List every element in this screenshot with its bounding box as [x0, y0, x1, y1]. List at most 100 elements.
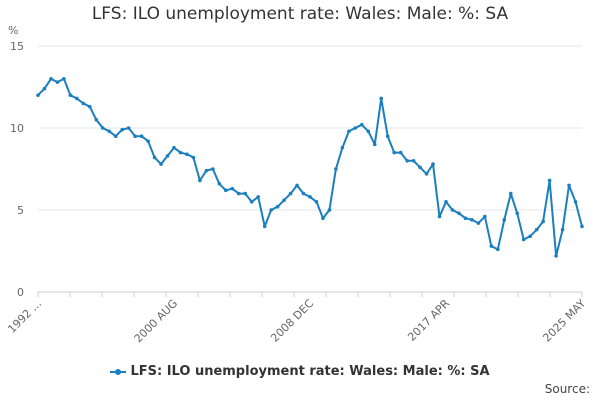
data-point: [437, 214, 442, 219]
data-point: [172, 145, 176, 150]
data-point: [288, 191, 293, 196]
data-point: [476, 221, 481, 225]
series-layer: [36, 77, 584, 258]
y-tick-label: 10: [10, 122, 24, 135]
y-tick-label: 15: [10, 40, 24, 53]
data-point: [541, 219, 545, 224]
data-point: [113, 134, 118, 138]
data-point: [133, 134, 137, 138]
data-point: [165, 154, 170, 158]
data-point: [81, 101, 86, 106]
data-point: [159, 162, 163, 166]
data-point: [496, 247, 500, 252]
data-point: [457, 211, 461, 216]
data-point: [94, 118, 99, 122]
data-point: [340, 145, 345, 150]
data-point: [185, 152, 189, 157]
data-point: [327, 208, 332, 212]
y-tick-label: 0: [17, 286, 24, 299]
data-point: [398, 150, 403, 155]
data-point: [68, 93, 73, 97]
data-point: [314, 200, 319, 204]
data-point: [55, 80, 60, 84]
data-point: [230, 186, 235, 191]
data-point: [515, 211, 520, 216]
data-point: [573, 200, 578, 204]
data-point: [347, 129, 351, 134]
data-point: [334, 167, 338, 171]
data-point: [418, 165, 422, 170]
data-point: [236, 191, 241, 196]
data-point: [379, 96, 384, 101]
data-point: [385, 134, 390, 138]
data-point: [424, 172, 429, 176]
data-point: [508, 191, 513, 196]
x-tick-label: 1992 ...: [5, 297, 44, 336]
legend[interactable]: LFS: ILO unemployment rate: Wales: Male:…: [0, 364, 600, 379]
data-point: [321, 216, 325, 220]
data-point: [243, 191, 248, 196]
series-line: [37, 77, 583, 257]
data-point: [126, 126, 131, 130]
data-point: [100, 126, 105, 130]
legend-swatch: [110, 368, 127, 375]
data-point: [470, 218, 474, 222]
data-point: [217, 181, 222, 186]
data-point: [269, 208, 273, 212]
data-point: [49, 77, 53, 81]
data-point: [120, 127, 124, 132]
y-tick-label: 5: [17, 204, 24, 217]
data-point: [191, 155, 196, 160]
data-point: [528, 234, 532, 239]
data-point: [580, 224, 584, 229]
data-point: [308, 195, 312, 199]
data-point: [521, 237, 526, 242]
data-point: [152, 155, 157, 160]
data-point: [463, 216, 468, 220]
data-point: [249, 200, 254, 204]
data-point: [198, 178, 202, 183]
data-point: [444, 200, 448, 204]
data-point: [366, 129, 371, 134]
x-tick-label: 2000 AUG: [132, 297, 181, 346]
data-point: [560, 227, 565, 232]
data-point: [411, 159, 416, 163]
data-point: [262, 224, 267, 229]
data-point: [36, 93, 40, 97]
data-point: [353, 126, 358, 130]
data-point: [554, 254, 558, 258]
data-point: [224, 188, 228, 193]
data-point: [107, 129, 112, 134]
data-point: [211, 167, 215, 171]
data-point: [295, 183, 299, 188]
data-point: [178, 150, 183, 155]
gridlines: [38, 45, 582, 293]
data-point: [547, 178, 552, 183]
data-point: [392, 150, 396, 155]
data-point: [372, 142, 377, 147]
data-point: [534, 227, 539, 232]
data-point: [282, 198, 286, 202]
data-point: [256, 195, 260, 199]
y-axis-label: %: [8, 24, 18, 37]
data-point: [204, 168, 209, 173]
x-tick-label: 2025 MAY: [540, 297, 588, 345]
data-point: [75, 96, 79, 101]
data-point: [88, 104, 92, 109]
data-point: [502, 218, 507, 222]
data-point: [275, 204, 280, 209]
data-point: [62, 77, 66, 81]
data-point: [489, 244, 494, 248]
data-point: [450, 208, 455, 212]
chart-title: LFS: ILO unemployment rate: Wales: Male:…: [91, 4, 509, 24]
data-point: [139, 134, 144, 138]
x-tick-label: 2008 DEC: [268, 297, 316, 345]
data-point: [146, 139, 150, 143]
data-point: [431, 162, 435, 166]
x-tick-label: 2017 APR: [405, 297, 452, 344]
data-point: [405, 159, 409, 163]
data-point: [42, 86, 47, 91]
data-point: [301, 191, 306, 196]
data-point: [360, 122, 364, 127]
